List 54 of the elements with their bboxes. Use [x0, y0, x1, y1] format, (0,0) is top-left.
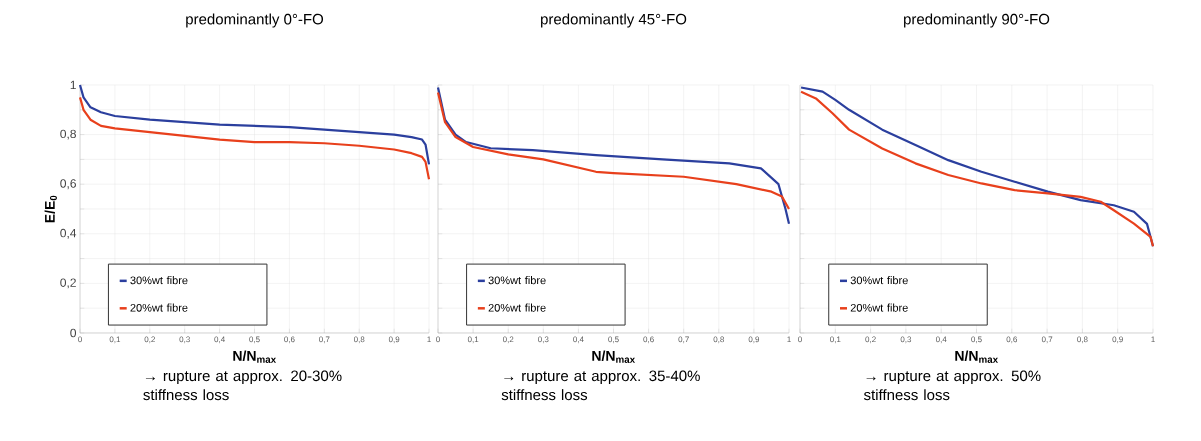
x-tick-label: 0,8 — [713, 336, 725, 344]
x-tick-label: 0,1 — [109, 336, 121, 344]
x-axis-title: N/N$_{max}$ — [592, 350, 636, 363]
text: → rupture at approx. 35-40% stiffness loss — [501, 370, 700, 401]
x-axis-title: N/N$_{max}$ — [233, 350, 277, 363]
x-tick-label: 0,8 — [1077, 336, 1088, 344]
x-tick-label: 0,7 — [1041, 336, 1053, 344]
x-tick-label: 0,3 — [538, 336, 549, 344]
x-tick-label: 0,6 — [1006, 336, 1018, 344]
x-tick-label: 1 — [427, 336, 431, 343]
y-tick-label: 0,8 — [60, 129, 76, 140]
text: → rupture at approx. 20-30% stiffness loss — [143, 370, 342, 401]
x-tick-label: 0,5 — [249, 336, 260, 344]
x-axis-title: N/N$_{max}$ — [955, 350, 999, 363]
x-tick-label: 0,4 — [935, 336, 947, 344]
x-tick-label: 0,3 — [900, 336, 912, 344]
legend-label: 20%wt fibre — [488, 303, 546, 312]
x-tick-label: 0,2 — [502, 336, 514, 344]
x-tick-label: 0,5 — [608, 336, 619, 344]
x-tick-label: 0,6 — [643, 336, 654, 344]
x-tick-label: 0,2 — [144, 336, 155, 344]
y-tick-label: 0,6 — [60, 179, 76, 190]
legend-label: 30%wt fibre — [850, 276, 908, 285]
x-tick-label: 1 — [1151, 336, 1155, 343]
chart-title: predominantly 0°-FO — [186, 13, 324, 28]
legend-label: 20%wt fibre — [130, 303, 188, 312]
x-tick-label: 0,9 — [1112, 336, 1123, 344]
x-tick-label: 0,2 — [865, 336, 876, 344]
x-tick-label: 0,9 — [388, 336, 400, 344]
x-tick-label: 1 — [787, 336, 791, 343]
text: → rupture at approx. 50% stiffness loss — [863, 370, 1041, 401]
x-tick-label: 0,4 — [214, 336, 225, 344]
x-tick-label: 0,7 — [319, 336, 330, 344]
y-axis-title: E/E$_{0}$ — [44, 195, 57, 223]
x-tick-label: 0,6 — [284, 336, 295, 344]
legend-label: 30%wt fibre — [488, 276, 546, 285]
y-tick-label: 1 — [70, 80, 76, 90]
x-tick-label: 0,8 — [353, 336, 365, 344]
x-tick-label: 0,5 — [971, 336, 982, 344]
legend-label: 30%wt fibre — [130, 276, 188, 285]
y-tick-label: 0,4 — [60, 228, 77, 239]
y-tick-label: 0,2 — [60, 278, 76, 289]
chart-title: predominantly 90°-FO — [904, 13, 1050, 28]
x-tick-label: 0,3 — [179, 336, 190, 344]
chart-title: predominantly 45°-FO — [541, 13, 687, 28]
x-tick-label: 0 — [436, 336, 440, 343]
x-tick-label: 0 — [78, 336, 82, 343]
x-tick-label: 0,4 — [573, 336, 584, 344]
x-tick-label: 0 — [798, 336, 802, 343]
x-tick-label: 0,1 — [830, 336, 841, 344]
x-tick-label: 0,1 — [467, 336, 479, 344]
legend-label: 20%wt fibre — [850, 303, 908, 312]
x-tick-label: 0,7 — [678, 336, 689, 344]
x-tick-label: 0,9 — [748, 336, 760, 344]
